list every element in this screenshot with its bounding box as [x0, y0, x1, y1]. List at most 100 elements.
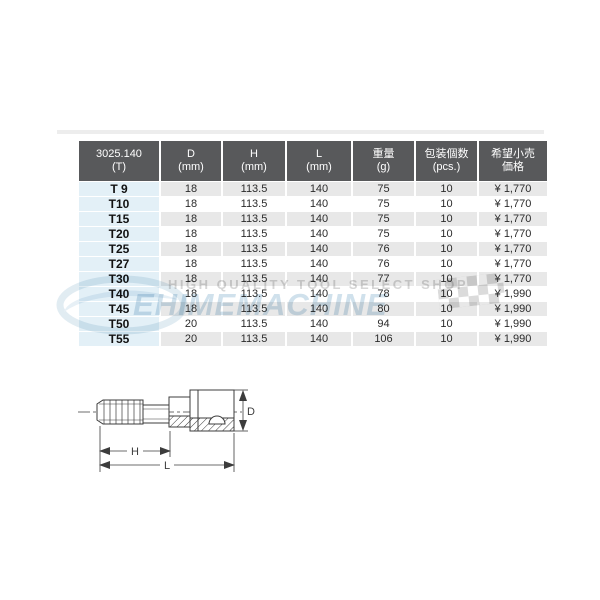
cell-l: 140: [287, 242, 351, 256]
column-header-price: 希望小売 価格: [479, 141, 547, 181]
cell-d: 18: [161, 182, 221, 196]
column-header-pcs: 包装個数 (pcs.): [416, 141, 477, 181]
cell-model: T 9: [79, 182, 159, 196]
spec-table-head-row: 3025.140 (T) D (mm) H (mm) L (mm) 重量 (g) 包装個数 (pcs.…: [79, 141, 547, 181]
cell-pcs: 10: [416, 242, 477, 256]
cell-model: T10: [79, 197, 159, 211]
cell-weight: 77: [353, 272, 414, 286]
cell-l: 140: [287, 212, 351, 226]
column-header-d: D (mm): [161, 141, 221, 181]
cell-pcs: 10: [416, 287, 477, 301]
spec-table: 3025.140 (T) D (mm) H (mm) L (mm) 重量 (g) 包装個数 (pcs.…: [77, 140, 549, 347]
cell-d: 18: [161, 302, 221, 316]
cell-price: ¥ 1,770: [479, 242, 547, 256]
table-row: T27 18 113.5 140 76 10 ¥ 1,770: [79, 257, 547, 271]
dimension-d: [234, 390, 248, 431]
dim-label-h: H: [131, 446, 139, 458]
table-row: T30 18 113.5 140 77 10 ¥ 1,770: [79, 272, 547, 286]
cell-weight: 78: [353, 287, 414, 301]
cell-l: 140: [287, 287, 351, 301]
cell-weight: 80: [353, 302, 414, 316]
cell-weight: 75: [353, 212, 414, 226]
cell-weight: 75: [353, 227, 414, 241]
hex-shaft-shape: [143, 405, 169, 423]
cell-l: 140: [287, 197, 351, 211]
cell-model: T20: [79, 227, 159, 241]
cell-pcs: 10: [416, 257, 477, 271]
cell-pcs: 10: [416, 182, 477, 196]
separator-line: [57, 130, 544, 134]
cell-price: ¥ 1,990: [479, 287, 547, 301]
cell-h: 113.5: [223, 272, 285, 286]
table-row: T25 18 113.5 140 76 10 ¥ 1,770: [79, 242, 547, 256]
cell-price: ¥ 1,770: [479, 257, 547, 271]
cell-h: 113.5: [223, 242, 285, 256]
cell-price: ¥ 1,990: [479, 302, 547, 316]
cell-d: 18: [161, 272, 221, 286]
table-row: T55 20 113.5 140 106 10 ¥ 1,990: [79, 332, 547, 346]
cell-price: ¥ 1,770: [479, 197, 547, 211]
dim-label-l: L: [164, 460, 170, 472]
cell-h: 113.5: [223, 302, 285, 316]
cell-d: 18: [161, 212, 221, 226]
technical-drawing: D H L: [70, 378, 255, 472]
cell-d: 18: [161, 242, 221, 256]
cell-h: 113.5: [223, 332, 285, 346]
cell-weight: 75: [353, 182, 414, 196]
cell-pcs: 10: [416, 197, 477, 211]
cell-price: ¥ 1,990: [479, 317, 547, 331]
cell-model: T27: [79, 257, 159, 271]
cell-l: 140: [287, 317, 351, 331]
cell-d: 18: [161, 197, 221, 211]
cell-pcs: 10: [416, 317, 477, 331]
torx-bit-shape: [97, 400, 143, 424]
cell-weight: 75: [353, 197, 414, 211]
column-header-h: H (mm): [223, 141, 285, 181]
cell-d: 18: [161, 287, 221, 301]
cell-model: T15: [79, 212, 159, 226]
cell-h: 113.5: [223, 317, 285, 331]
cell-h: 113.5: [223, 287, 285, 301]
table-row: T 9 18 113.5 140 75 10 ¥ 1,770: [79, 182, 547, 196]
cell-l: 140: [287, 302, 351, 316]
cell-d: 18: [161, 227, 221, 241]
cell-model: T55: [79, 332, 159, 346]
dim-label-d: D: [247, 406, 255, 418]
cell-pcs: 10: [416, 272, 477, 286]
cell-model: T45: [79, 302, 159, 316]
cell-l: 140: [287, 272, 351, 286]
cell-price: ¥ 1,770: [479, 227, 547, 241]
cell-weight: 94: [353, 317, 414, 331]
column-header-weight: 重量 (g): [353, 141, 414, 181]
cell-model: T25: [79, 242, 159, 256]
socket-body-shape: [169, 390, 234, 431]
cell-l: 140: [287, 257, 351, 271]
cell-pcs: 10: [416, 212, 477, 226]
dimension-l: [99, 433, 235, 472]
cell-h: 113.5: [223, 197, 285, 211]
table-row: T40 18 113.5 140 78 10 ¥ 1,990: [79, 287, 547, 301]
cell-l: 140: [287, 332, 351, 346]
table-row: T50 20 113.5 140 94 10 ¥ 1,990: [79, 317, 547, 331]
cell-model: T50: [79, 317, 159, 331]
cell-pcs: 10: [416, 227, 477, 241]
table-row: T45 18 113.5 140 80 10 ¥ 1,990: [79, 302, 547, 316]
cell-h: 113.5: [223, 257, 285, 271]
column-header-l: L (mm): [287, 141, 351, 181]
cell-price: ¥ 1,770: [479, 272, 547, 286]
cell-price: ¥ 1,770: [479, 182, 547, 196]
cell-h: 113.5: [223, 212, 285, 226]
cell-pcs: 10: [416, 332, 477, 346]
cell-pcs: 10: [416, 302, 477, 316]
cell-model: T40: [79, 287, 159, 301]
cell-h: 113.5: [223, 182, 285, 196]
cell-d: 20: [161, 332, 221, 346]
cell-model: T30: [79, 272, 159, 286]
table-row: T10 18 113.5 140 75 10 ¥ 1,770: [79, 197, 547, 211]
cell-l: 140: [287, 227, 351, 241]
cell-weight: 106: [353, 332, 414, 346]
cell-weight: 76: [353, 257, 414, 271]
cell-d: 18: [161, 257, 221, 271]
cell-price: ¥ 1,770: [479, 212, 547, 226]
